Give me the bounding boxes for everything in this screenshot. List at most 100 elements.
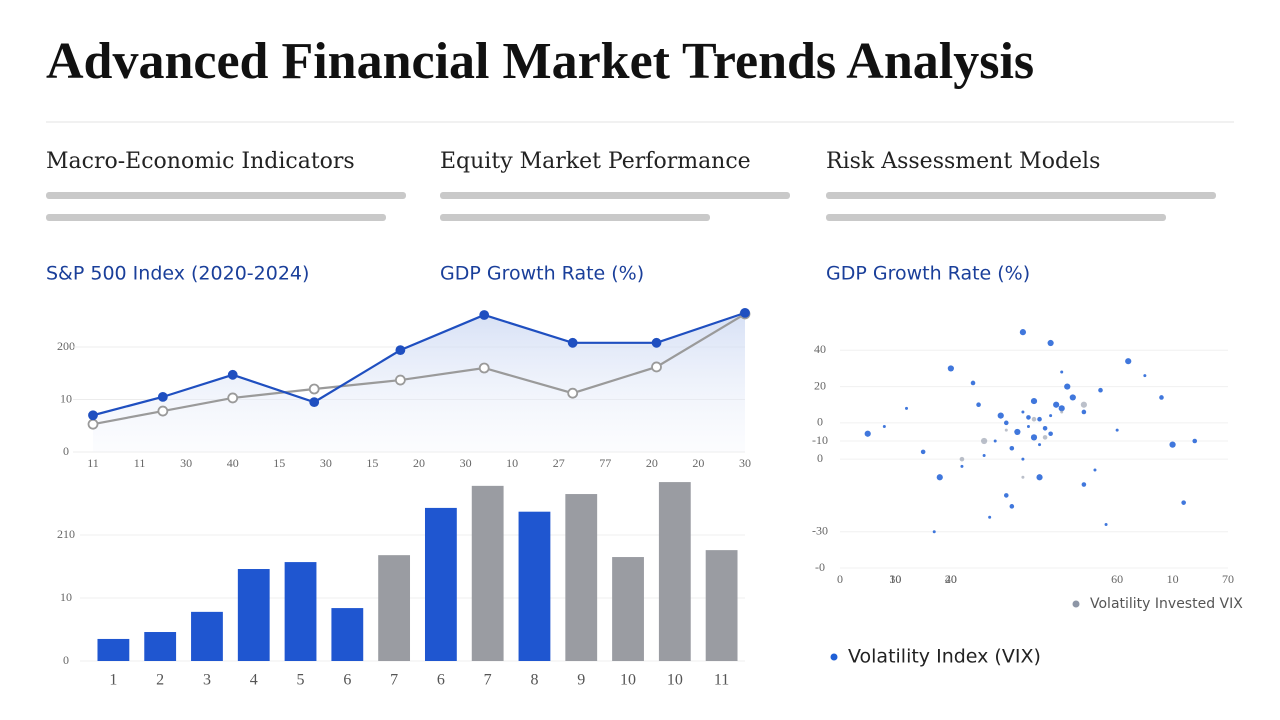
x-tick-label: 20	[413, 456, 425, 470]
point	[227, 369, 238, 380]
point	[1058, 405, 1065, 412]
point	[932, 530, 936, 534]
x-tick-label: 5	[297, 672, 305, 689]
y-tick-label: 40	[814, 342, 826, 356]
point	[882, 424, 886, 428]
section-heading: Macro-Economic Indicators	[46, 149, 355, 174]
point	[1081, 409, 1087, 415]
point	[1053, 401, 1060, 408]
point	[1042, 426, 1048, 431]
point	[1143, 374, 1147, 378]
point	[740, 307, 750, 318]
x-tick-label: 4	[250, 672, 258, 689]
x-tick-label: 8	[530, 672, 538, 689]
chart-subtitle: GDP Growth Rate (%)	[440, 263, 644, 285]
chart-title: S&P 500 Index (2020-2024)	[46, 263, 309, 285]
bar	[191, 611, 223, 661]
x-tick-label: 10	[620, 672, 636, 689]
point	[651, 337, 662, 348]
x-tick-label: 10	[506, 456, 518, 470]
point	[1047, 339, 1054, 347]
x-tick-label: 6	[343, 672, 351, 689]
point	[1026, 424, 1030, 428]
point	[1181, 500, 1186, 505]
y-tick-label: 210	[57, 527, 75, 541]
bar	[471, 485, 504, 661]
point	[1048, 431, 1053, 437]
point	[1030, 397, 1038, 405]
chart-title: GDP Growth Rate (%)	[826, 263, 1030, 285]
point	[567, 387, 579, 399]
point	[1125, 358, 1132, 365]
x-tick-label: 7	[390, 672, 398, 689]
x-tick-label: 7	[484, 672, 492, 689]
point	[1115, 428, 1119, 432]
point	[309, 397, 320, 408]
point	[1031, 416, 1037, 422]
point	[960, 464, 964, 468]
point	[1093, 468, 1097, 472]
point	[1003, 493, 1009, 498]
y-tick-label: -30	[812, 523, 828, 537]
point	[959, 456, 965, 462]
point	[976, 402, 981, 408]
point	[997, 412, 1004, 419]
legend-label: Volatility Index (VIX)	[848, 646, 1041, 668]
point	[1037, 416, 1042, 422]
point	[988, 515, 992, 519]
x-tick-label: 10	[889, 572, 901, 586]
point	[1021, 457, 1025, 461]
bar	[518, 511, 551, 661]
point	[1030, 434, 1038, 441]
y-tick-label: -10	[812, 433, 828, 447]
bar	[97, 638, 130, 661]
description-placeholder	[46, 192, 1216, 221]
x-tick-label: 20	[646, 456, 658, 470]
point	[981, 437, 988, 445]
point	[1060, 410, 1064, 414]
area	[93, 312, 745, 452]
point	[970, 380, 976, 386]
point	[479, 310, 490, 320]
x-tick-label: 20	[945, 572, 957, 586]
point	[651, 361, 662, 373]
section-heading: Equity Market Performance	[440, 149, 751, 174]
x-tick-label: 2	[156, 672, 164, 689]
x-tick-label: 27	[553, 456, 565, 470]
point	[1069, 394, 1076, 401]
point	[227, 392, 239, 404]
x-tick-label: 77	[599, 456, 611, 470]
point	[1064, 383, 1071, 390]
point	[1019, 329, 1027, 336]
x-tick-label: 15	[273, 456, 285, 470]
x-tick-label: 9	[577, 672, 585, 689]
point	[993, 439, 997, 443]
legend-marker	[1072, 600, 1080, 608]
point	[1009, 445, 1015, 451]
x-tick-label: 15	[366, 456, 378, 470]
point	[1036, 474, 1043, 481]
x-tick-label: 30	[460, 456, 472, 470]
x-tick-label: 60	[1111, 572, 1123, 586]
point	[982, 454, 986, 458]
point	[1021, 475, 1025, 479]
point	[88, 410, 98, 421]
x-tick-label: 30	[739, 456, 751, 470]
x-tick-label: 3	[203, 672, 211, 689]
point	[1169, 441, 1176, 448]
y-tick-label: 0	[817, 415, 823, 429]
legend-label: Volatility Invested VIX	[1090, 596, 1243, 612]
bar	[565, 494, 598, 661]
y-tick-label: 0	[63, 444, 69, 458]
point	[394, 374, 406, 386]
point	[1021, 410, 1025, 414]
x-tick-label: 11	[87, 456, 99, 470]
point	[1004, 428, 1008, 432]
point	[1080, 401, 1087, 408]
bar	[331, 608, 364, 661]
bar	[705, 550, 738, 661]
bar	[378, 555, 411, 661]
y-tick-label: 20	[814, 378, 826, 392]
point	[1049, 414, 1053, 418]
